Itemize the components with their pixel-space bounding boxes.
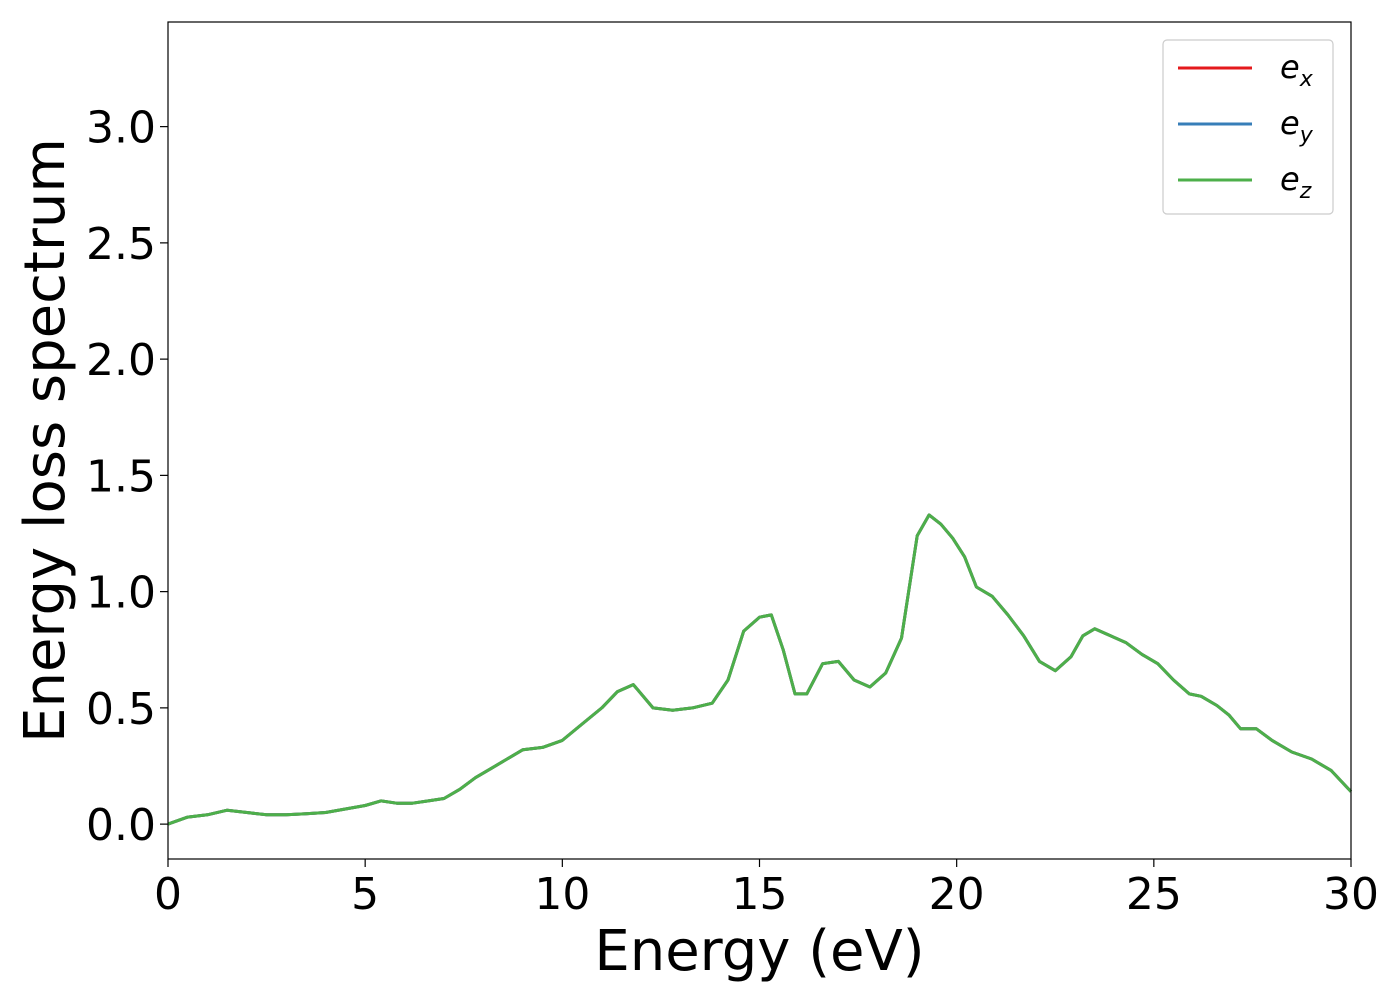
x-tick-label: 0 — [154, 869, 182, 920]
x-tick-label: 25 — [1126, 869, 1182, 920]
x-axis-title: Energy (eV) — [594, 919, 924, 984]
y-tick-label: 1.0 — [86, 568, 156, 619]
y-tick-label: 2.5 — [86, 219, 156, 270]
y-axis-ticks: 0.0 0.5 1.0 1.5 2.0 2.5 3.0 — [86, 103, 168, 851]
y-tick-label: 1.5 — [86, 451, 156, 502]
x-tick-label: 5 — [351, 869, 379, 920]
legend-box — [1162, 39, 1334, 215]
y-axis-title: Energy loss spectrum — [13, 138, 78, 743]
y-tick-label: 3.0 — [86, 103, 156, 154]
y-tick-label: 0.5 — [86, 684, 156, 735]
y-tick-label: 0.0 — [86, 800, 156, 851]
series-line-z — [167, 513, 1353, 826]
x-axis-ticks: 0 5 10 15 20 25 30 — [154, 859, 1379, 920]
x-tick-label: 30 — [1323, 869, 1379, 920]
x-tick-label: 15 — [732, 869, 788, 920]
series-layer — [167, 513, 1353, 826]
x-tick-label: 10 — [534, 869, 590, 920]
x-tick-label: 20 — [929, 869, 985, 920]
y-tick-label: 2.0 — [86, 335, 156, 386]
